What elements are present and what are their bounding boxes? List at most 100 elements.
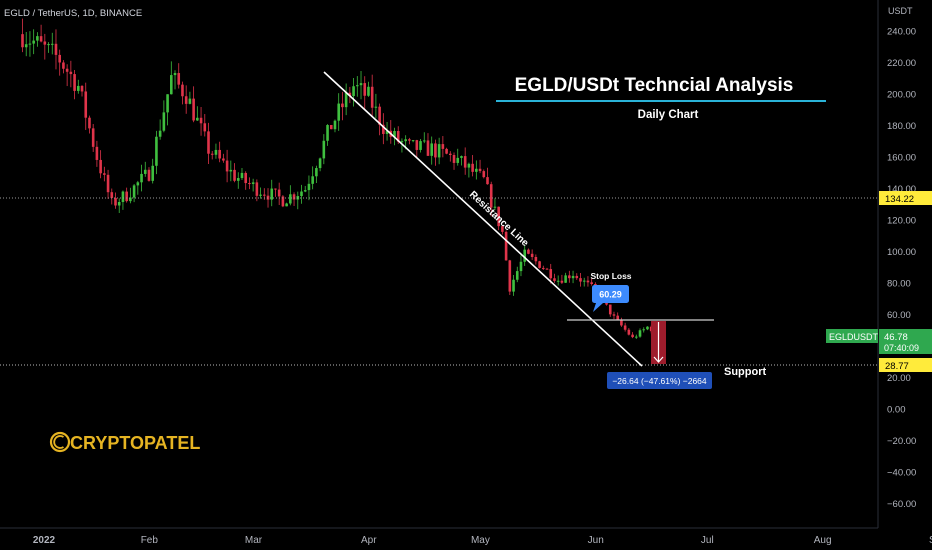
price-tick-label: −60.00: [887, 499, 916, 510]
candle-body: [646, 326, 649, 330]
candle-body: [266, 195, 270, 200]
candle-body: [43, 41, 47, 45]
candle-body: [497, 206, 500, 227]
candle-body: [259, 194, 262, 196]
candle-body: [385, 130, 389, 134]
candle-body: [445, 148, 448, 154]
candle-body: [166, 94, 169, 113]
candle-body: [203, 123, 207, 132]
candle-body: [452, 155, 456, 163]
candle-body: [635, 336, 638, 338]
candle-body: [534, 257, 538, 262]
candle-body: [65, 68, 69, 72]
candle-body: [512, 279, 515, 292]
candle-body: [515, 271, 519, 280]
candle-body: [467, 163, 471, 168]
candle-body: [333, 120, 337, 130]
candle-body: [374, 106, 378, 108]
candle-body: [579, 278, 582, 282]
measure-result-text: −26.64 (−47.61%) −2664: [612, 376, 707, 386]
candle-body: [184, 96, 188, 104]
candle-body: [263, 194, 266, 196]
candle-body: [114, 197, 117, 206]
candle-body: [188, 98, 192, 104]
candle-body: [192, 98, 195, 121]
candle-body: [91, 128, 95, 147]
candle-body: [415, 140, 419, 150]
candle-body: [527, 249, 530, 254]
stop-loss-label: Stop Loss: [590, 271, 631, 281]
candle-body: [277, 189, 281, 197]
time-tick-label: Sep: [929, 535, 932, 546]
candle-body: [289, 194, 292, 204]
price-tick-label: 180.00: [887, 121, 916, 132]
price-tick-label: 120.00: [887, 216, 916, 227]
price-tick-label: 100.00: [887, 247, 916, 258]
candle-body: [326, 125, 329, 141]
price-tick-label: 140.00: [887, 184, 916, 195]
last-price-value: 46.78: [884, 332, 908, 343]
candle-body: [396, 131, 400, 142]
candle-body: [508, 260, 512, 292]
candle-body: [582, 280, 586, 282]
candle-body: [337, 103, 340, 121]
candle-body: [638, 330, 642, 337]
candle-body: [482, 171, 486, 178]
candle-body: [129, 197, 132, 202]
level-high-badge: [879, 191, 932, 205]
candle-body: [382, 124, 385, 134]
candle-body: [519, 261, 523, 272]
candle-body: [538, 261, 541, 268]
candle-body: [627, 329, 631, 335]
candle-body: [196, 117, 199, 121]
price-tick-label: −20.00: [887, 436, 916, 447]
candle-body: [560, 280, 564, 283]
candle-body: [419, 141, 422, 150]
candle-body: [177, 73, 181, 85]
level-low-badge: [879, 358, 932, 372]
candle-body: [571, 275, 575, 279]
candle-body: [285, 203, 288, 207]
candle-body: [523, 249, 526, 262]
candle-body: [441, 144, 445, 149]
candle-body: [530, 253, 534, 258]
candle-body: [95, 146, 99, 160]
level-high-value: 134.22: [885, 194, 914, 205]
last-price-badge: [879, 329, 932, 354]
candle-body: [125, 191, 128, 202]
candle-body: [147, 169, 151, 181]
candle-body: [463, 156, 467, 168]
candle-body: [422, 140, 426, 142]
candle-body: [586, 280, 590, 283]
price-tick-label: 60.00: [887, 310, 911, 321]
candle-body: [281, 196, 285, 207]
time-tick-label: Mar: [245, 535, 263, 546]
candle-body: [36, 36, 39, 41]
symbol-badge-text: EGLDUSDT: [829, 332, 879, 342]
candle-body: [393, 131, 396, 137]
time-axis[interactable]: 2022 Feb Mar Apr May Jun Jul Aug Sep: [33, 535, 932, 546]
stop-loss-badge-pointer: [593, 303, 603, 312]
candle-body: [270, 188, 274, 200]
candle-body: [77, 85, 80, 91]
candle-body: [162, 112, 166, 131]
measure-result-badge: [607, 372, 712, 389]
candle-body: [303, 190, 307, 192]
candle-body: [549, 269, 553, 279]
candle-body: [132, 185, 136, 198]
candle-body: [542, 267, 545, 269]
candle-body: [564, 275, 567, 283]
candle-body: [151, 165, 154, 181]
price-tick-label: 240.00: [887, 27, 916, 38]
time-tick-label: May: [471, 535, 490, 546]
candle-body: [210, 153, 214, 155]
candle-body: [28, 43, 32, 45]
candle-body: [631, 334, 634, 338]
chart-title: EGLD/USDt Techncial Analysis: [515, 75, 794, 96]
candle-body: [545, 268, 549, 270]
candle-body: [318, 158, 322, 169]
candle-body: [251, 182, 255, 184]
candle-body: [99, 159, 102, 174]
resistance-line[interactable]: [323, 71, 643, 367]
